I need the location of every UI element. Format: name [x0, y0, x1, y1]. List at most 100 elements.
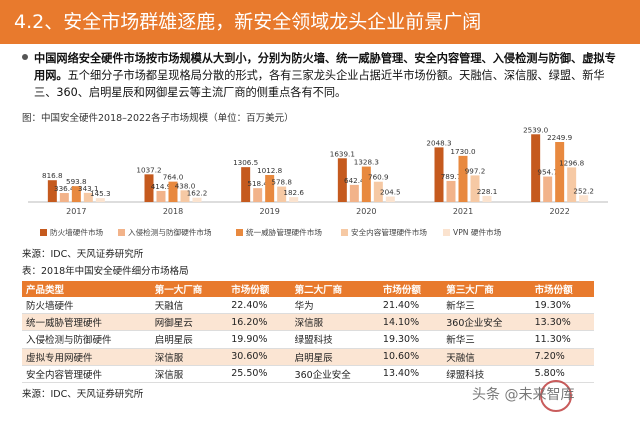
- bar: [361, 166, 371, 202]
- bar: [192, 197, 202, 202]
- table-cell: 30.60%: [227, 348, 291, 366]
- table-cell: 华为: [290, 297, 379, 315]
- table-cell: 360企业安全: [442, 313, 531, 332]
- data-label: 997.2: [465, 166, 486, 175]
- data-label: 1730.0: [450, 147, 476, 156]
- table-cell: 7.20%: [530, 348, 594, 366]
- table-cell: 19.90%: [227, 330, 291, 349]
- table-cell: 深信服: [150, 348, 228, 366]
- legend-swatch: [341, 229, 348, 236]
- table-caption: 表：2018年中国安全硬件细分市场格局: [22, 266, 189, 277]
- table-cell: 11.30%: [530, 330, 594, 349]
- page-title: 4.2、安全市场群雄逐鹿，新安全领域龙头企业前景广阔: [14, 11, 482, 33]
- data-label: 162.2: [187, 189, 208, 198]
- table-row: 防火墙硬件 天融信 22.40% 华为 21.40% 新华三 19.30%: [22, 297, 594, 315]
- data-label: 1328.3: [354, 158, 379, 167]
- data-label: 760.9: [368, 173, 389, 182]
- legend-swatch: [443, 229, 450, 236]
- legend-label: VPN 硬件市场: [453, 227, 502, 237]
- data-label: 789.7: [441, 172, 462, 181]
- watermark-logo-icon: [540, 380, 572, 412]
- bar: [156, 190, 166, 202]
- bullet-icon: [22, 54, 28, 60]
- table-cell: 绿盟科技: [290, 330, 379, 349]
- data-label: 954.7: [537, 168, 558, 177]
- intro-bold: 中国网络安全硬件市场按市场规模从大到小，分别为防火墙、统一威胁管理、安全内容管理…: [34, 52, 616, 82]
- table-row: 统一威胁管理硬件 网御星云 16.20% 深信服 14.10% 360企业安全 13.30%: [22, 313, 594, 332]
- table-cell: 深信服: [290, 313, 379, 332]
- legend-swatch: [118, 229, 125, 236]
- data-label: 2539.0: [523, 125, 549, 134]
- x-tick-label: 2022: [549, 207, 569, 216]
- data-label: 438.0: [175, 181, 196, 190]
- bar: [95, 198, 105, 202]
- intro-rest: 五个细分子市场都呈现格局分散的形式，各有三家龙头企业占据近半市场份额。天融信、深…: [34, 69, 605, 99]
- bar: [253, 188, 263, 202]
- data-label: 593.8: [66, 177, 87, 186]
- table-header-cell: 第三大厂商: [442, 281, 531, 297]
- x-tick-label: 2018: [163, 207, 183, 216]
- legend-label: 防火墙硬件市场: [50, 227, 104, 237]
- table-cell: 天融信: [150, 297, 228, 315]
- data-label: 1037.2: [136, 165, 161, 174]
- bar: [349, 184, 359, 202]
- table-header-row: 产品类型 第一大厂商 市场份额 第二大厂商 市场份额 第三大厂商 市场份额: [22, 281, 594, 297]
- data-label: 182.6: [283, 188, 304, 197]
- table-cell: 绿盟科技: [442, 365, 531, 383]
- bar: [277, 186, 287, 202]
- table-cell: 新华三: [442, 297, 531, 315]
- data-label: 578.8: [271, 178, 292, 187]
- data-label: 228.1: [477, 187, 498, 196]
- table-cell: 21.40%: [378, 297, 443, 315]
- table-source: 来源：IDC、天风证券研究所: [22, 389, 144, 400]
- bar: [567, 167, 577, 202]
- data-label: 2048.3: [426, 138, 451, 147]
- bar: [180, 190, 190, 202]
- table-cell: 360企业安全: [290, 365, 379, 383]
- data-label: 642.4: [344, 176, 365, 185]
- table-cell: 25.50%: [227, 365, 291, 383]
- bar: [446, 180, 456, 202]
- data-label: 518.4: [247, 179, 268, 188]
- bar: [531, 134, 541, 202]
- table-header-cell: 第二大厂商: [290, 281, 379, 297]
- bar: [579, 195, 589, 202]
- data-label: 204.5: [380, 188, 401, 197]
- table-cell: 天融信: [442, 348, 531, 366]
- table-cell: 入侵检测与防御硬件: [22, 330, 151, 349]
- x-tick-label: 2019: [259, 207, 279, 216]
- data-label: 252.2: [573, 186, 594, 195]
- table-cell: 新华三: [442, 330, 531, 349]
- data-label: 1306.5: [233, 158, 258, 167]
- bar: [289, 197, 299, 202]
- data-label: 145.3: [90, 189, 111, 198]
- header-bar: 4.2、安全市场群雄逐鹿，新安全领域龙头企业前景广阔: [0, 0, 640, 44]
- bar: [458, 155, 468, 202]
- data-label: 1296.8: [559, 158, 585, 167]
- table-cell: 安全内容管理硬件: [22, 365, 151, 383]
- table-cell: 5.80%: [530, 365, 594, 383]
- bar: [434, 147, 444, 202]
- table-cell: 10.60%: [378, 348, 443, 366]
- data-label: 2249.9: [547, 133, 573, 142]
- legend-label: 统一威胁管理硬件市场: [246, 227, 322, 237]
- bar: [555, 142, 565, 202]
- bar: [59, 193, 69, 202]
- bar: [265, 174, 275, 202]
- table-row: 入侵检测与防御硬件 启明星辰 19.90% 绿盟科技 19.30% 新华三 11.30%: [22, 330, 594, 349]
- table-cell: 网御星云: [150, 313, 228, 332]
- x-tick-label: 2021: [453, 207, 473, 216]
- table-cell: 19.30%: [378, 330, 443, 349]
- bar: [482, 195, 492, 202]
- bar: [385, 196, 395, 202]
- bar: [543, 176, 553, 202]
- table-cell: 启明星辰: [290, 348, 379, 366]
- table-cell: 22.40%: [227, 297, 291, 315]
- chart-source: 来源：IDC、天风证券研究所: [22, 249, 144, 260]
- bar: [470, 175, 480, 202]
- legend-swatch: [40, 229, 47, 236]
- table-header-cell: 市场份额: [530, 281, 594, 297]
- bar: [83, 192, 93, 202]
- bar: [373, 181, 383, 202]
- table-cell: 防火墙硬件: [22, 297, 151, 315]
